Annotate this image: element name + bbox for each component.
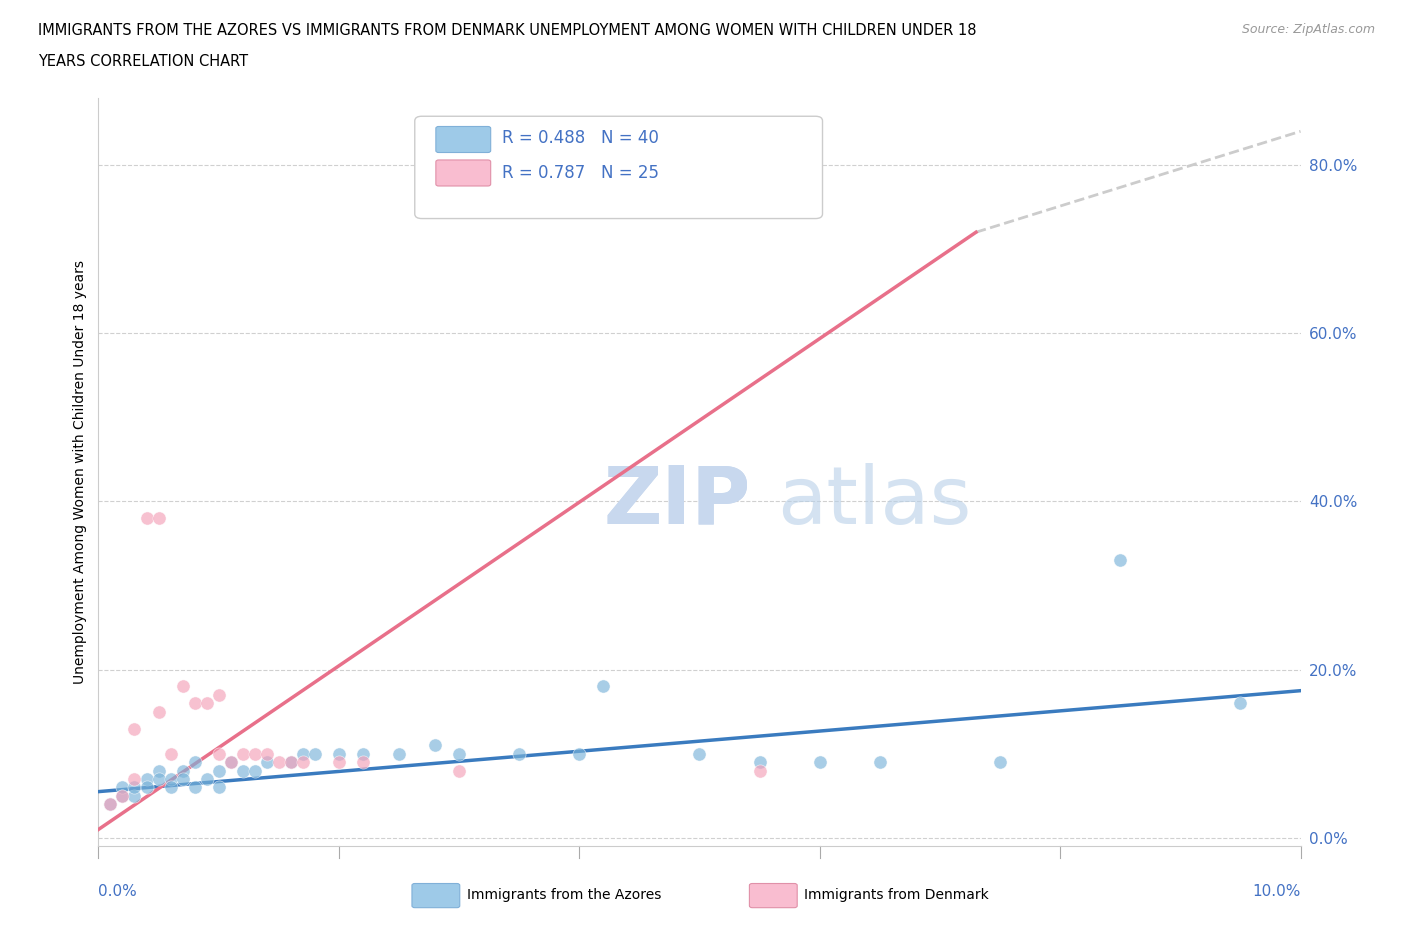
Point	[111, 780, 134, 795]
Point	[388, 747, 411, 762]
Point	[195, 772, 218, 787]
Point	[183, 780, 205, 795]
Point	[352, 747, 374, 762]
Point	[159, 747, 181, 762]
Point	[291, 747, 314, 762]
Point	[328, 747, 350, 762]
Point	[219, 755, 242, 770]
Point	[808, 755, 831, 770]
Point	[256, 755, 278, 770]
Point	[232, 764, 254, 778]
Point	[172, 679, 194, 694]
Point	[100, 797, 122, 812]
Point	[148, 511, 170, 525]
Point	[243, 764, 266, 778]
Y-axis label: Unemployment Among Women with Children Under 18 years: Unemployment Among Women with Children U…	[73, 260, 87, 684]
Point	[688, 747, 710, 762]
Point	[148, 772, 170, 787]
Point	[124, 721, 146, 736]
Text: ZIP: ZIP	[603, 463, 751, 541]
Text: Source: ZipAtlas.com: Source: ZipAtlas.com	[1241, 23, 1375, 36]
Point	[148, 764, 170, 778]
Point	[267, 755, 290, 770]
Point	[304, 747, 326, 762]
Point	[869, 755, 891, 770]
Point	[592, 679, 614, 694]
Point	[219, 755, 242, 770]
Point	[183, 696, 205, 711]
Point	[135, 511, 157, 525]
Text: 0.0%: 0.0%	[98, 884, 138, 898]
Point	[172, 772, 194, 787]
Text: YEARS CORRELATION CHART: YEARS CORRELATION CHART	[38, 54, 247, 69]
Point	[124, 789, 146, 804]
Point	[172, 764, 194, 778]
Point	[280, 755, 302, 770]
Point	[232, 747, 254, 762]
Point	[100, 797, 122, 812]
Text: R = 0.488   N = 40: R = 0.488 N = 40	[502, 128, 659, 147]
Point	[748, 755, 770, 770]
Point	[124, 772, 146, 787]
Point	[111, 789, 134, 804]
Point	[1109, 552, 1132, 567]
Point	[256, 747, 278, 762]
Point	[243, 747, 266, 762]
Point	[111, 789, 134, 804]
Point	[148, 704, 170, 719]
Point	[208, 780, 231, 795]
Point	[988, 755, 1011, 770]
Text: 10.0%: 10.0%	[1253, 884, 1301, 898]
Point	[748, 764, 770, 778]
Point	[568, 747, 591, 762]
Point	[183, 755, 205, 770]
Text: atlas: atlas	[778, 463, 972, 541]
Point	[447, 747, 470, 762]
Text: ZIP: ZIP	[603, 463, 751, 541]
Point	[159, 772, 181, 787]
Point	[508, 747, 530, 762]
Point	[280, 755, 302, 770]
Point	[135, 780, 157, 795]
Point	[159, 780, 181, 795]
Point	[423, 737, 446, 752]
Point	[208, 764, 231, 778]
Point	[291, 755, 314, 770]
Point	[208, 747, 231, 762]
Point	[195, 696, 218, 711]
Text: IMMIGRANTS FROM THE AZORES VS IMMIGRANTS FROM DENMARK UNEMPLOYMENT AMONG WOMEN W: IMMIGRANTS FROM THE AZORES VS IMMIGRANTS…	[38, 23, 976, 38]
Point	[592, 200, 614, 215]
Text: R = 0.787   N = 25: R = 0.787 N = 25	[502, 164, 659, 182]
Point	[352, 755, 374, 770]
Point	[208, 687, 231, 702]
Point	[1229, 696, 1251, 711]
Point	[124, 780, 146, 795]
Text: Immigrants from Denmark: Immigrants from Denmark	[804, 887, 988, 902]
Text: Immigrants from the Azores: Immigrants from the Azores	[467, 887, 661, 902]
Point	[135, 772, 157, 787]
Point	[447, 764, 470, 778]
Point	[328, 755, 350, 770]
